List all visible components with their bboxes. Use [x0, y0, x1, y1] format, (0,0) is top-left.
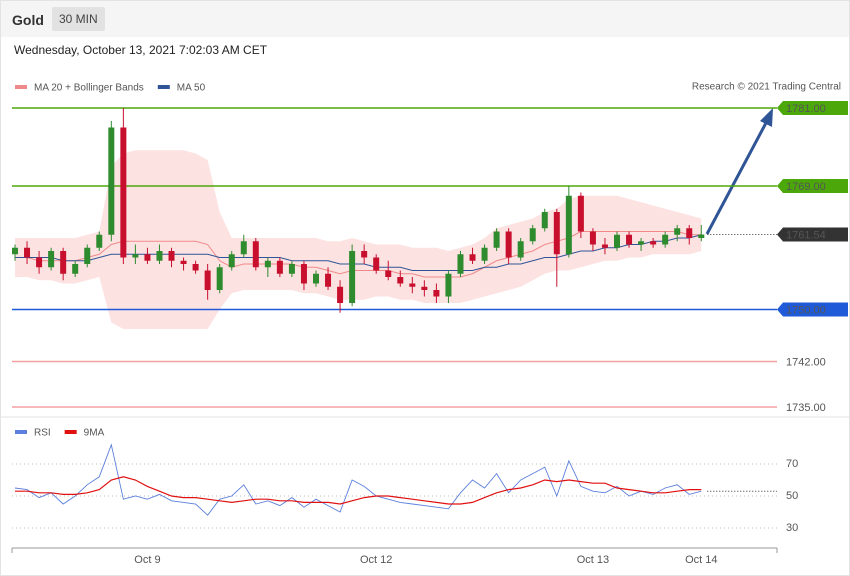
candle-body — [445, 273, 452, 297]
candle-body — [517, 241, 524, 258]
candle-body — [614, 234, 620, 248]
rsi-line — [15, 476, 702, 505]
candle-body — [84, 247, 91, 264]
candle-body — [626, 234, 633, 245]
level-tag — [777, 179, 848, 193]
candle-body — [457, 254, 464, 274]
candle-body — [144, 254, 151, 261]
timestamp: Wednesday, October 13, 2021 7:02:03 AM C… — [14, 43, 268, 57]
level-label: 1750.00 — [786, 304, 826, 316]
candle-body — [601, 244, 608, 248]
candle-body — [228, 254, 235, 268]
candle-body — [240, 241, 247, 255]
candle-body — [48, 251, 55, 268]
candle-body — [72, 264, 79, 274]
legend-label: RSI — [34, 428, 51, 439]
ma-line — [15, 231, 702, 278]
candle-body — [493, 231, 500, 248]
candle-body — [385, 270, 392, 277]
legend-label: MA 20 + Bollinger Bands — [34, 83, 144, 94]
candle-body — [541, 212, 548, 229]
candle-body — [36, 257, 43, 268]
candle-body — [698, 234, 705, 238]
level-label: 1735.00 — [786, 402, 826, 414]
legend-label: MA 50 — [177, 83, 206, 94]
candle-body — [361, 251, 368, 258]
interval-button[interactable]: 30 MIN — [52, 7, 105, 31]
forecast-arrow — [705, 120, 769, 235]
candle-body — [120, 127, 127, 258]
credit: Research © 2021 Trading Central — [692, 82, 841, 93]
candle-body — [24, 247, 31, 258]
legend-swatch — [15, 85, 27, 89]
candle-body — [192, 264, 199, 271]
candle-body — [156, 251, 163, 261]
candle-body — [505, 231, 512, 258]
rsi-line — [14, 443, 702, 516]
candle-body — [313, 273, 319, 284]
level-label: 1742.00 — [786, 356, 826, 368]
legend-label: 9MA — [84, 428, 105, 439]
candle-body — [433, 290, 440, 297]
level-label: 1761.54 — [786, 229, 826, 241]
candle-body — [337, 286, 344, 303]
ma-line — [15, 234, 702, 271]
candle-body — [577, 195, 584, 232]
candle-body — [638, 241, 645, 245]
candle-body — [12, 247, 18, 255]
candle-body — [589, 231, 596, 245]
legend-swatch — [64, 430, 77, 434]
candle-body — [650, 241, 657, 245]
candle-body — [397, 277, 404, 284]
candle-body — [252, 241, 259, 268]
level-tag — [777, 101, 848, 115]
candle-body — [276, 260, 283, 274]
candle-body — [481, 247, 488, 261]
candle-body — [421, 286, 428, 290]
candle-body — [168, 251, 175, 261]
y-tick-label: 30 — [786, 522, 798, 534]
header: Gold 30 MIN — [1, 1, 849, 37]
x-tick-label: Oct 12 — [360, 554, 392, 566]
y-tick-label: 70 — [786, 458, 798, 470]
candle-body — [108, 127, 115, 235]
candle-body — [469, 254, 476, 261]
candle-body — [300, 264, 307, 284]
forecast-arrow-head — [760, 108, 773, 127]
candle-body — [373, 257, 380, 271]
candle-body — [96, 234, 103, 248]
bollinger-band — [15, 150, 702, 329]
y-tick-label: 50 — [786, 490, 798, 502]
candle-body — [565, 195, 572, 255]
candle-body — [60, 251, 67, 274]
legend-swatch — [15, 430, 27, 434]
candle-body — [553, 212, 560, 255]
candle-body — [288, 264, 295, 274]
level-label: 1769.00 — [786, 181, 826, 193]
level-label: 1781.00 — [786, 103, 826, 115]
candle-body — [216, 267, 223, 290]
level-tag — [777, 302, 848, 317]
candle-body — [180, 260, 187, 264]
x-tick-label: Oct 13 — [577, 554, 609, 566]
candle-body — [662, 234, 669, 245]
candle-body — [204, 270, 211, 290]
candle-body — [529, 228, 536, 242]
candle-body — [325, 273, 332, 287]
candle-body — [686, 228, 693, 238]
level-tag — [777, 227, 848, 242]
candle-body — [264, 260, 271, 268]
candle-body — [132, 254, 139, 258]
x-tick-label: Oct 14 — [685, 554, 717, 566]
candle-body — [349, 251, 356, 303]
x-tick-label: Oct 9 — [134, 554, 160, 566]
candle-body — [674, 228, 681, 235]
legend-swatch — [157, 85, 170, 89]
candle-body — [409, 283, 416, 287]
instrument-title: Gold — [12, 12, 44, 28]
